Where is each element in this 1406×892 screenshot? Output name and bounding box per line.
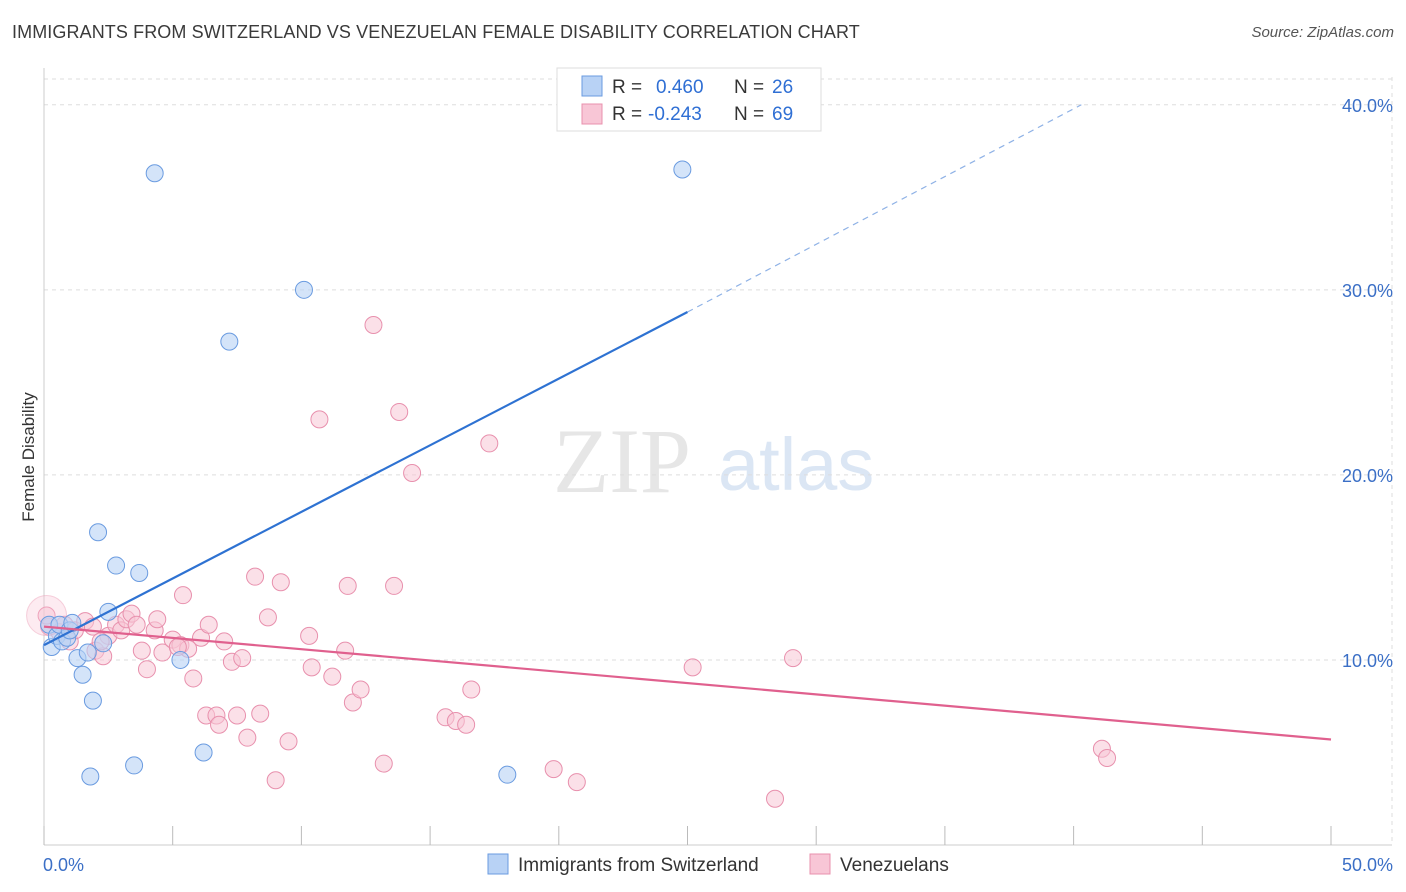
venezuelans-point-66 <box>127 615 146 634</box>
venezuelans-point-35 <box>258 608 277 627</box>
switzerland-point-23 <box>498 765 517 784</box>
venezuelans-point-34 <box>251 704 270 723</box>
legend-n-label-2: N = <box>734 104 764 125</box>
series-legend: Immigrants from Switzerland Venezuelans <box>487 853 949 876</box>
watermark-zip: ZIP <box>553 410 691 512</box>
y-tick-label-0: 10.0% <box>1342 651 1393 671</box>
venezuelans-point-55 <box>462 680 481 699</box>
stats-legend: R = 0.460 N = 26 R = -0.243 N = 69 <box>556 67 822 132</box>
legend-r-value-1: 0.460 <box>656 77 704 98</box>
switzerland-point-18 <box>145 164 164 183</box>
venezuelans-point-32 <box>238 728 257 747</box>
switzerland-point-15 <box>107 556 126 575</box>
venezuelans-trend-line <box>43 625 1332 741</box>
venezuelans-point-41 <box>310 410 329 429</box>
switzerland-point-16 <box>125 756 144 775</box>
venezuelans-point-36 <box>266 771 285 790</box>
venezuelans-point-60 <box>766 789 785 808</box>
venezuelans-point-26 <box>199 615 218 634</box>
venezuelans-point-51 <box>403 464 422 483</box>
switzerland-point-17 <box>130 563 149 582</box>
switzerland-point-19 <box>171 650 190 669</box>
x-tick-label-1: 50.0% <box>1342 855 1393 875</box>
source-label: Source: ZipAtlas.com <box>1251 24 1394 41</box>
switzerland-point-13 <box>94 634 113 653</box>
venezuelans-point-30 <box>228 706 247 725</box>
venezuelans-point-59 <box>683 658 702 677</box>
y-tick-labels: 10.0% 20.0% 30.0% 40.0% <box>1342 96 1393 671</box>
legend-swatch-venezuelans <box>581 103 603 125</box>
x-tick-label-0: 0.0% <box>43 855 84 875</box>
venezuelans-point-48 <box>374 754 393 773</box>
legend-r-label-1: R = <box>612 77 642 98</box>
bottom-legend-swatch-switzerland <box>487 853 509 875</box>
bottom-legend-label-switzerland: Immigrants from Switzerland <box>518 855 759 876</box>
switzerland-point-22 <box>294 280 313 299</box>
switzerland-trend-line <box>43 311 689 647</box>
venezuelans-point-31 <box>233 649 252 668</box>
venezuelans-point-46 <box>351 680 370 699</box>
venezuelans-point-63 <box>1098 749 1117 768</box>
chart-title: IMMIGRANTS FROM SWITZERLAND VS VENEZUELA… <box>12 22 860 42</box>
watermark-atlas: atlas <box>718 423 874 506</box>
venezuelans-point-44 <box>338 576 357 595</box>
switzerland-point-24 <box>673 160 692 179</box>
venezuelans-point-57 <box>544 760 563 779</box>
venezuelans-point-17 <box>148 610 167 629</box>
venezuelans-point-15 <box>137 660 156 679</box>
trend-lines <box>43 104 1332 741</box>
y-axis-label: Female Disability <box>19 392 38 522</box>
switzerland-point-25 <box>81 767 100 786</box>
venezuelans-point-56 <box>480 434 499 453</box>
legend-r-value-2: -0.243 <box>648 104 702 125</box>
venezuelans-point-37 <box>271 573 290 592</box>
switzerland-point-12 <box>89 523 108 542</box>
legend-n-label-1: N = <box>734 77 764 98</box>
switzerland-point-11 <box>83 691 102 710</box>
venezuelans-point-28 <box>210 715 229 734</box>
switzerland-point-9 <box>73 665 92 684</box>
axes <box>43 68 1392 846</box>
venezuelans-point-40 <box>302 658 321 677</box>
legend-n-value-1: 26 <box>772 77 793 98</box>
y-tick-label-2: 30.0% <box>1342 281 1393 301</box>
venezuelans-point-21 <box>173 586 192 605</box>
venezuelans-point-54 <box>457 715 476 734</box>
watermark: ZIP atlas <box>553 410 874 512</box>
legend-n-value-2: 69 <box>772 104 793 125</box>
venezuelans-point-58 <box>567 773 586 792</box>
venezuelans-point-38 <box>279 732 298 751</box>
legend-r-label-2: R = <box>612 104 642 125</box>
switzerland-point-20 <box>194 743 213 762</box>
venezuelans-point-42 <box>323 667 342 686</box>
venezuelans-point-14 <box>132 641 151 660</box>
venezuelans-point-23 <box>184 669 203 688</box>
y-tick-label-3: 40.0% <box>1342 96 1393 116</box>
switzerland-trend-extension <box>687 104 1082 313</box>
venezuelans-point-33 <box>246 567 265 586</box>
venezuelans-point-39 <box>300 626 319 645</box>
bottom-legend-swatch-venezuelans <box>809 853 831 875</box>
venezuelans-point-43 <box>336 641 355 660</box>
switzerland-point-10 <box>78 643 97 662</box>
venezuelans-points <box>26 315 1117 808</box>
x-tick-labels: 0.0% 50.0% <box>43 855 1393 875</box>
venezuelans-point-61 <box>784 649 803 668</box>
legend-swatch-switzerland <box>581 75 603 97</box>
venezuelans-point-50 <box>390 402 409 421</box>
y-tick-label-1: 20.0% <box>1342 466 1393 486</box>
venezuelans-point-49 <box>385 576 404 595</box>
bottom-legend-label-venezuelans: Venezuelans <box>840 855 949 876</box>
switzerland-point-21 <box>220 332 239 351</box>
venezuelans-point-47 <box>364 315 383 334</box>
